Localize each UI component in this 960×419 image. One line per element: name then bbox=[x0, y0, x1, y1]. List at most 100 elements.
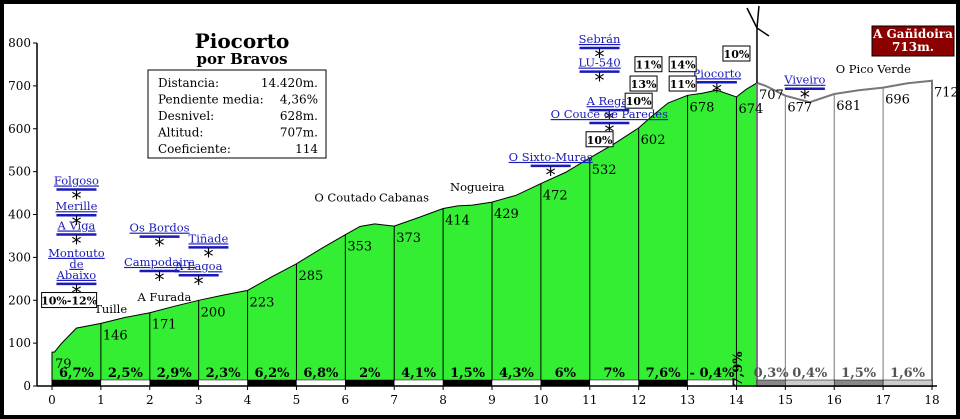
place-label: O Coutado bbox=[314, 191, 376, 205]
km-altitude-label: 146 bbox=[103, 328, 128, 343]
segment-grade-label: 4,1% bbox=[401, 366, 437, 381]
junction-asterisk: * bbox=[71, 186, 81, 210]
place-label: A Furada bbox=[136, 290, 191, 304]
grade-box bbox=[634, 56, 663, 73]
segment-grade-label: 6,7% bbox=[59, 366, 95, 381]
place-label: O Sixto-Muras bbox=[509, 150, 593, 164]
x-tick-label: 16 bbox=[827, 393, 842, 407]
junction-asterisk: * bbox=[546, 163, 556, 187]
turbine-blade-icon bbox=[756, 27, 770, 37]
x-tick-label: 6 bbox=[342, 393, 350, 407]
x-tick-label: 8 bbox=[439, 393, 447, 407]
place-label: de bbox=[69, 257, 83, 271]
x-tick-label: 4 bbox=[244, 393, 252, 407]
km-altitude-label: 429 bbox=[494, 207, 519, 222]
grade-box-label: 14% bbox=[670, 59, 696, 72]
grade-box-label: 13% bbox=[631, 78, 657, 91]
segment-grade-label: 7,6% bbox=[646, 366, 682, 381]
segment-grade-label: 6% bbox=[555, 366, 577, 381]
km-altitude-label: 353 bbox=[347, 240, 372, 255]
segment-grade-label: 4,3% bbox=[499, 366, 535, 381]
place-label: Merille bbox=[55, 199, 97, 213]
y-tick-label: 600 bbox=[8, 122, 31, 136]
x-tick-label: 10 bbox=[533, 393, 548, 407]
x-tick-label: 17 bbox=[875, 393, 890, 407]
stat-value: 628m. bbox=[280, 109, 318, 123]
segment-grade-label: 2,3% bbox=[206, 366, 242, 381]
km-altitude-label: 79 bbox=[55, 357, 72, 372]
stat-value: 4,36% bbox=[280, 93, 318, 107]
km-altitude-label: 677 bbox=[787, 101, 812, 116]
place-label: A Viga bbox=[56, 219, 95, 233]
segment-grade-label: 0,3% bbox=[754, 366, 790, 381]
stat-value: 14.420m. bbox=[261, 76, 318, 90]
km-altitude-label: 414 bbox=[445, 213, 470, 228]
stat-label: Altitud: bbox=[157, 126, 203, 140]
grade-box bbox=[629, 75, 658, 92]
km-altitude-label: 472 bbox=[543, 189, 568, 204]
last-segment-grade-label: 7,9% bbox=[731, 351, 746, 387]
place-label: Folgoso bbox=[54, 173, 99, 187]
stat-label: Distancia: bbox=[158, 76, 219, 90]
chart-title: Piocorto bbox=[195, 29, 290, 53]
segment-grade-label: 7% bbox=[604, 366, 626, 381]
place-label: Sebrán bbox=[579, 32, 621, 46]
place-label: Viveiro bbox=[783, 73, 825, 87]
segment-grade-label: 2,5% bbox=[108, 366, 144, 381]
turbine-blade-icon bbox=[756, 5, 760, 29]
climb-area bbox=[51, 82, 758, 387]
km-altitude-label: 532 bbox=[592, 163, 617, 178]
x-tick-label: 5 bbox=[293, 393, 301, 407]
km-altitude-label: 707 bbox=[759, 88, 784, 103]
y-tick-label: 0 bbox=[23, 379, 31, 393]
x-tick-label: 9 bbox=[488, 393, 496, 407]
stat-label: Desnivel: bbox=[158, 109, 214, 123]
x-tick-label: 13 bbox=[680, 393, 695, 407]
y-tick-label: 100 bbox=[8, 336, 31, 350]
segment-grade-label: 6,2% bbox=[255, 366, 291, 381]
grade-box-label: 10%-12% bbox=[41, 295, 98, 308]
segment-grade-label: 1,5% bbox=[841, 366, 877, 381]
segment-grade-label: 0,4% bbox=[792, 366, 828, 381]
stat-value: 707m. bbox=[280, 126, 318, 140]
junction-asterisk: * bbox=[712, 79, 722, 103]
junction-asterisk: * bbox=[155, 268, 165, 292]
grade-box-label: 10% bbox=[587, 134, 613, 147]
place-label: Abaixo bbox=[56, 268, 97, 282]
grade-box-label: 10% bbox=[724, 48, 750, 61]
grade-box-label: 11% bbox=[636, 59, 662, 72]
place-label: O Couce de Paredes bbox=[551, 107, 668, 121]
y-tick-label: 800 bbox=[8, 36, 31, 50]
segment-grade-label: - 0,4% bbox=[690, 366, 736, 381]
km-altitude-label: 674 bbox=[738, 102, 763, 117]
place-label: Nogueira bbox=[450, 180, 505, 194]
place-label: Montouto bbox=[48, 246, 105, 260]
grade-box bbox=[722, 45, 751, 62]
grade-box bbox=[668, 56, 697, 73]
x-tick-label: 0 bbox=[48, 393, 56, 407]
grade-box-label: 10% bbox=[626, 95, 652, 108]
segment-grade-label: 1,6% bbox=[890, 366, 926, 381]
y-tick-label: 200 bbox=[8, 293, 31, 307]
km-altitude-label: 171 bbox=[152, 318, 177, 333]
km-altitude-label: 285 bbox=[298, 269, 323, 284]
segment-grade-label: 2% bbox=[359, 366, 381, 381]
stats-box: Distancia: 14.420m. Pendiente media: 4,36% D… bbox=[147, 69, 327, 159]
place-label: Cabanas bbox=[379, 191, 429, 205]
km-altitude-label: 678 bbox=[690, 100, 715, 115]
stat-label: Pendiente media: bbox=[158, 93, 264, 107]
title-block: Piocorto por Bravos bbox=[195, 29, 290, 68]
km-altitude-label: 712 bbox=[934, 86, 959, 101]
stat-label: Coeficiente: bbox=[158, 142, 231, 156]
place-label: Tiñade bbox=[189, 231, 229, 245]
place-label: O Pico Verde bbox=[836, 62, 911, 76]
junction-asterisk: * bbox=[155, 234, 165, 258]
segment-grade-label: 1,5% bbox=[450, 366, 486, 381]
stats-frame bbox=[147, 69, 327, 159]
turbine-blade-icon bbox=[746, 7, 758, 29]
x-tick-label: 14 bbox=[729, 393, 745, 407]
x-tick-label: 3 bbox=[195, 393, 203, 407]
junction-asterisk: * bbox=[595, 45, 605, 69]
grade-box bbox=[585, 131, 614, 148]
